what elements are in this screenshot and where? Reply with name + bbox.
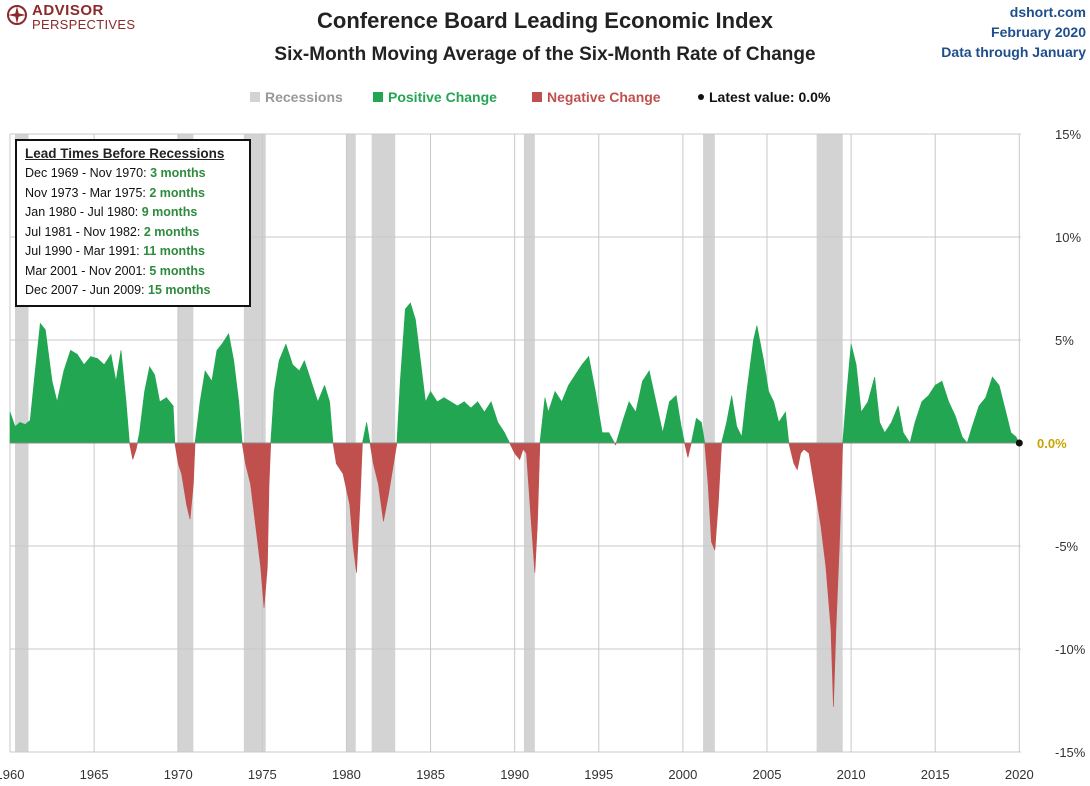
chart-title: Conference Board Leading Economic Index [317,8,773,33]
lead-period: Jul 1981 - Nov 1982: [25,224,144,239]
x-tick-label: 1960 [0,767,24,782]
lead-times-box: Lead Times Before Recessions Dec 1969 - … [15,139,251,307]
legend-recessions-label: Recessions [265,89,343,105]
legend-item-latest: Latest value: 0.0% [698,89,830,105]
latest-value-marker [1015,439,1023,447]
lead-months: 5 months [149,263,205,278]
chart-subtitle: Six-Month Moving Average of the Six-Mont… [274,44,816,65]
x-tick-label: 1975 [248,767,277,782]
lead-time-row: Dec 2007 - Jun 2009: 15 months [25,281,249,301]
negative-swatch [532,92,542,102]
x-tick-label: 2005 [753,767,782,782]
x-tick-label: 2015 [921,767,950,782]
lead-time-row: Jul 1990 - Mar 1991: 11 months [25,242,249,262]
brand-name-line2: PERSPECTIVES [32,17,136,32]
lead-time-row: Jul 1981 - Nov 1982: 2 months [25,223,249,243]
lead-times-title: Lead Times Before Recessions [25,146,225,161]
lead-period: Nov 1973 - Mar 1975: [25,185,150,200]
x-tick-label: 1985 [416,767,445,782]
lead-time-row: Dec 1969 - Nov 1970: 3 months [25,164,249,184]
x-tick-label: 1980 [332,767,361,782]
lead-months: 9 months [141,205,198,219]
y-tick-label: -15% [1055,745,1086,760]
lead-months: 3 months [150,166,206,180]
lead-months: 11 months [143,244,205,258]
legend-item-positive: Positive Change [373,89,497,105]
legend-item-recessions: Recessions [250,89,343,105]
x-tick-label: 1995 [584,767,613,782]
brand-name-line1: ADVISOR [32,2,104,19]
positive-area [9,302,1020,444]
legend-positive-label: Positive Change [388,89,497,105]
lead-time-row: Mar 2001 - Nov 2001: 5 months [25,262,249,282]
x-tick-label: 1970 [164,767,193,782]
x-tick-label: 2000 [668,767,697,782]
x-tick-label: 2020 [1005,767,1034,782]
source-data-through: Data through January [941,44,1086,60]
y-tick-label: -10% [1055,642,1086,657]
y-tick-label: 15% [1055,127,1081,142]
lead-time-row: Jan 1980 - Jul 1980: 9 months [25,203,249,223]
negative-area [129,442,843,707]
lead-period: Mar 2001 - Nov 2001: [25,263,150,278]
chart-legend: Recessions Positive Change Negative Chan… [0,89,1090,109]
lead-months: 15 months [148,283,211,297]
legend-latest-label: Latest value: 0.0% [709,89,831,105]
source-date: February 2020 [991,24,1086,40]
compass-icon [7,5,27,25]
y-tick-label: 10% [1055,230,1081,245]
lead-period: Jan 1980 - Jul 1980: [25,205,142,219]
source-site: dshort.com [1009,4,1086,20]
source-info: dshort.com February 2020 Data through Ja… [941,2,1086,62]
x-tick-label: 1990 [500,767,529,782]
lead-time-row: Nov 1973 - Mar 1975: 2 months [25,184,249,204]
y-tick-label: 5% [1055,333,1074,348]
lead-period: Dec 1969 - Nov 1970: [25,166,151,180]
legend-negative-label: Negative Change [547,89,661,105]
x-tick-label: 1965 [80,767,109,782]
recession-swatch [250,92,260,102]
brand-logo: ADVISOR PERSPECTIVES [6,2,156,36]
positive-swatch [373,92,383,102]
lead-months: 2 months [149,185,205,200]
x-tick-label: 2010 [837,767,866,782]
latest-value-label: 0.0% [1037,436,1067,451]
lead-months: 2 months [143,224,200,239]
legend-item-negative: Negative Change [532,89,661,105]
latest-dot-icon [698,94,704,100]
lead-period: Jul 1990 - Mar 1991: [25,244,144,258]
y-tick-label: -5% [1055,539,1079,554]
lead-period: Dec 2007 - Jun 2009: [25,283,148,297]
